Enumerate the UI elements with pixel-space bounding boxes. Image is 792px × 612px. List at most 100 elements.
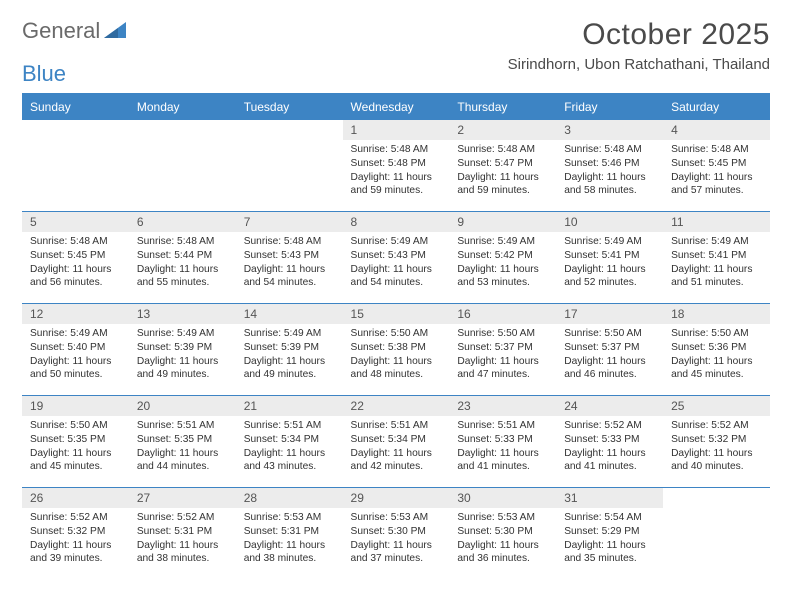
sunrise-line: Sunrise: 5:50 AM — [351, 327, 442, 341]
sunrise-line: Sunrise: 5:52 AM — [671, 419, 762, 433]
sunset-line: Sunset: 5:29 PM — [564, 525, 655, 539]
sunrise-line: Sunrise: 5:52 AM — [137, 511, 228, 525]
day-number: 3 — [556, 120, 663, 140]
sunrise-line: Sunrise: 5:48 AM — [137, 235, 228, 249]
calendar-page: General October 2025 Sirindhorn, Ubon Ra… — [0, 0, 792, 580]
sunset-line: Sunset: 5:33 PM — [457, 433, 548, 447]
daylight-line: Daylight: 11 hours and 44 minutes. — [137, 447, 228, 475]
week-row: 1Sunrise: 5:48 AMSunset: 5:48 PMDaylight… — [22, 120, 770, 212]
day-body: Sunrise: 5:53 AMSunset: 5:30 PMDaylight:… — [449, 508, 556, 570]
day-body: Sunrise: 5:50 AMSunset: 5:35 PMDaylight:… — [22, 416, 129, 478]
sunset-line: Sunset: 5:31 PM — [244, 525, 335, 539]
day-number — [22, 120, 129, 140]
sunset-line: Sunset: 5:31 PM — [137, 525, 228, 539]
day-number: 29 — [343, 488, 450, 508]
day-cell: 3Sunrise: 5:48 AMSunset: 5:46 PMDaylight… — [556, 120, 663, 212]
day-cell — [236, 120, 343, 212]
day-cell: 25Sunrise: 5:52 AMSunset: 5:32 PMDayligh… — [663, 396, 770, 488]
day-cell: 29Sunrise: 5:53 AMSunset: 5:30 PMDayligh… — [343, 488, 450, 580]
daylight-line: Daylight: 11 hours and 57 minutes. — [671, 171, 762, 199]
col-monday: Monday — [129, 95, 236, 120]
sunrise-line: Sunrise: 5:49 AM — [30, 327, 121, 341]
day-number: 12 — [22, 304, 129, 324]
sunset-line: Sunset: 5:40 PM — [30, 341, 121, 355]
day-cell: 20Sunrise: 5:51 AMSunset: 5:35 PMDayligh… — [129, 396, 236, 488]
sunset-line: Sunset: 5:46 PM — [564, 157, 655, 171]
day-number: 26 — [22, 488, 129, 508]
day-cell: 17Sunrise: 5:50 AMSunset: 5:37 PMDayligh… — [556, 304, 663, 396]
day-number: 9 — [449, 212, 556, 232]
sunrise-line: Sunrise: 5:50 AM — [671, 327, 762, 341]
day-cell: 16Sunrise: 5:50 AMSunset: 5:37 PMDayligh… — [449, 304, 556, 396]
day-cell: 30Sunrise: 5:53 AMSunset: 5:30 PMDayligh… — [449, 488, 556, 580]
day-body: Sunrise: 5:52 AMSunset: 5:31 PMDaylight:… — [129, 508, 236, 570]
daylight-line: Daylight: 11 hours and 37 minutes. — [351, 539, 442, 567]
day-body: Sunrise: 5:48 AMSunset: 5:47 PMDaylight:… — [449, 140, 556, 202]
day-cell: 5Sunrise: 5:48 AMSunset: 5:45 PMDaylight… — [22, 212, 129, 304]
day-cell: 11Sunrise: 5:49 AMSunset: 5:41 PMDayligh… — [663, 212, 770, 304]
day-body: Sunrise: 5:50 AMSunset: 5:37 PMDaylight:… — [449, 324, 556, 386]
sunset-line: Sunset: 5:35 PM — [30, 433, 121, 447]
daylight-line: Daylight: 11 hours and 45 minutes. — [30, 447, 121, 475]
day-cell: 24Sunrise: 5:52 AMSunset: 5:33 PMDayligh… — [556, 396, 663, 488]
daylight-line: Daylight: 11 hours and 49 minutes. — [137, 355, 228, 383]
day-body: Sunrise: 5:53 AMSunset: 5:30 PMDaylight:… — [343, 508, 450, 570]
sunrise-line: Sunrise: 5:52 AM — [564, 419, 655, 433]
sunset-line: Sunset: 5:36 PM — [671, 341, 762, 355]
day-number: 1 — [343, 120, 450, 140]
sunset-line: Sunset: 5:39 PM — [244, 341, 335, 355]
sunrise-line: Sunrise: 5:53 AM — [351, 511, 442, 525]
sunset-line: Sunset: 5:41 PM — [671, 249, 762, 263]
day-cell: 15Sunrise: 5:50 AMSunset: 5:38 PMDayligh… — [343, 304, 450, 396]
logo-text-general: General — [22, 18, 100, 44]
sunset-line: Sunset: 5:45 PM — [30, 249, 121, 263]
sunset-line: Sunset: 5:42 PM — [457, 249, 548, 263]
daylight-line: Daylight: 11 hours and 41 minutes. — [457, 447, 548, 475]
sunrise-line: Sunrise: 5:50 AM — [457, 327, 548, 341]
day-number: 28 — [236, 488, 343, 508]
day-body: Sunrise: 5:49 AMSunset: 5:42 PMDaylight:… — [449, 232, 556, 294]
sunset-line: Sunset: 5:37 PM — [564, 341, 655, 355]
day-cell: 27Sunrise: 5:52 AMSunset: 5:31 PMDayligh… — [129, 488, 236, 580]
sunrise-line: Sunrise: 5:49 AM — [137, 327, 228, 341]
day-body: Sunrise: 5:54 AMSunset: 5:29 PMDaylight:… — [556, 508, 663, 570]
sunset-line: Sunset: 5:32 PM — [30, 525, 121, 539]
sunset-line: Sunset: 5:39 PM — [137, 341, 228, 355]
col-thursday: Thursday — [449, 95, 556, 120]
sunset-line: Sunset: 5:43 PM — [244, 249, 335, 263]
day-body: Sunrise: 5:51 AMSunset: 5:33 PMDaylight:… — [449, 416, 556, 478]
daylight-line: Daylight: 11 hours and 38 minutes. — [244, 539, 335, 567]
day-number: 4 — [663, 120, 770, 140]
col-wednesday: Wednesday — [343, 95, 450, 120]
sunset-line: Sunset: 5:38 PM — [351, 341, 442, 355]
day-cell: 10Sunrise: 5:49 AMSunset: 5:41 PMDayligh… — [556, 212, 663, 304]
daylight-line: Daylight: 11 hours and 58 minutes. — [564, 171, 655, 199]
day-number: 2 — [449, 120, 556, 140]
day-body — [663, 508, 770, 515]
day-cell — [663, 488, 770, 580]
sunset-line: Sunset: 5:30 PM — [351, 525, 442, 539]
logo-text-blue: Blue — [22, 61, 66, 87]
daylight-line: Daylight: 11 hours and 50 minutes. — [30, 355, 121, 383]
day-body: Sunrise: 5:48 AMSunset: 5:48 PMDaylight:… — [343, 140, 450, 202]
sunrise-line: Sunrise: 5:49 AM — [351, 235, 442, 249]
day-body: Sunrise: 5:51 AMSunset: 5:34 PMDaylight:… — [343, 416, 450, 478]
sunset-line: Sunset: 5:33 PM — [564, 433, 655, 447]
day-number: 8 — [343, 212, 450, 232]
sunset-line: Sunset: 5:45 PM — [671, 157, 762, 171]
daylight-line: Daylight: 11 hours and 59 minutes. — [351, 171, 442, 199]
sunset-line: Sunset: 5:30 PM — [457, 525, 548, 539]
day-body: Sunrise: 5:51 AMSunset: 5:35 PMDaylight:… — [129, 416, 236, 478]
week-row: 19Sunrise: 5:50 AMSunset: 5:35 PMDayligh… — [22, 396, 770, 488]
sunrise-line: Sunrise: 5:48 AM — [351, 143, 442, 157]
sunrise-line: Sunrise: 5:53 AM — [457, 511, 548, 525]
day-body: Sunrise: 5:48 AMSunset: 5:45 PMDaylight:… — [663, 140, 770, 202]
daylight-line: Daylight: 11 hours and 35 minutes. — [564, 539, 655, 567]
day-body — [129, 140, 236, 147]
sunrise-line: Sunrise: 5:49 AM — [457, 235, 548, 249]
day-number: 18 — [663, 304, 770, 324]
day-cell: 18Sunrise: 5:50 AMSunset: 5:36 PMDayligh… — [663, 304, 770, 396]
day-body: Sunrise: 5:51 AMSunset: 5:34 PMDaylight:… — [236, 416, 343, 478]
daylight-line: Daylight: 11 hours and 40 minutes. — [671, 447, 762, 475]
sunrise-line: Sunrise: 5:48 AM — [30, 235, 121, 249]
